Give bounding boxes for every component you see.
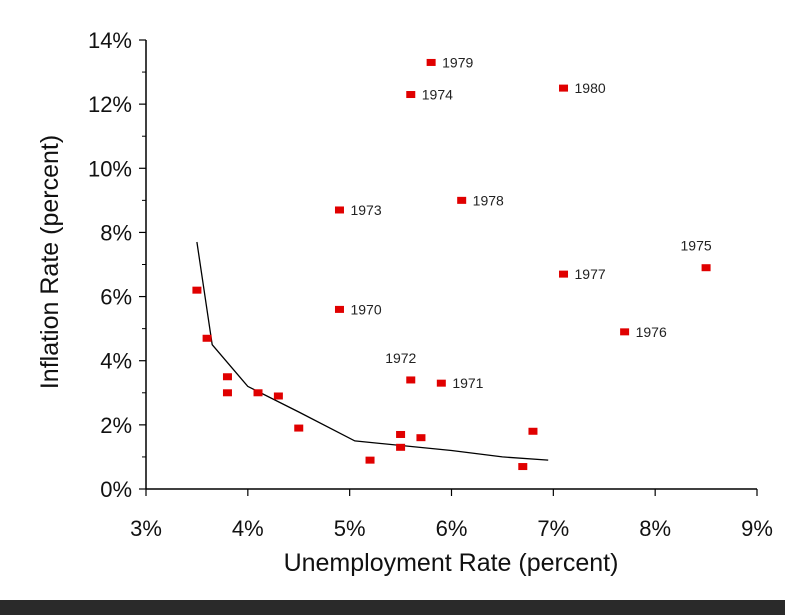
point-label-1974: 1974 [422, 87, 453, 103]
x-axis-title: Unemployment Rate (percent) [284, 549, 619, 577]
point-label-1978: 1978 [473, 192, 504, 208]
data-point [253, 389, 263, 397]
data-point-1974 [406, 91, 416, 99]
point-label-1976: 1976 [636, 324, 667, 340]
y-tick-label: 4% [100, 349, 132, 374]
point-label-1975: 1975 [681, 238, 712, 254]
data-point-1976 [620, 328, 630, 336]
data-point [222, 373, 232, 381]
y-tick-label: 14% [88, 28, 132, 53]
data-point [396, 443, 406, 451]
data-point [294, 424, 304, 432]
point-label-1973: 1973 [350, 202, 381, 218]
point-label-1980: 1980 [575, 80, 606, 96]
data-point-1979 [426, 58, 436, 66]
data-point-1975 [701, 264, 711, 272]
y-tick-label: 6% [100, 285, 132, 310]
data-point [365, 456, 375, 464]
y-tick-label: 2% [100, 413, 132, 438]
data-point-1977 [559, 270, 569, 278]
y-axis-title: Inflation Rate (percent) [36, 135, 64, 389]
x-tick-label: 9% [741, 516, 773, 541]
data-point-1978 [457, 196, 467, 204]
point-label-1977: 1977 [575, 266, 606, 282]
data-point [396, 430, 406, 438]
phillips-curve-line [196, 241, 549, 461]
phillips-curve-chart: 1970 1971 1972 1973 1974 1975 1976 1977 1978 1979… [36, 28, 773, 577]
y-tick-label: 10% [88, 156, 132, 181]
y-tick-label: 12% [88, 92, 132, 117]
data-point [518, 463, 528, 471]
x-tick-label: 3% [130, 516, 162, 541]
x-tick-label: 8% [639, 516, 671, 541]
data-point-1973 [334, 206, 344, 214]
point-label-1971: 1971 [452, 375, 483, 391]
x-tick-label: 5% [334, 516, 366, 541]
point-label-1972: 1972 [385, 350, 416, 366]
data-point [222, 389, 232, 397]
data-point-1970 [334, 305, 344, 313]
x-tick-label: 4% [232, 516, 264, 541]
data-point-1971 [436, 379, 446, 387]
data-point [192, 286, 202, 294]
data-point [273, 392, 283, 400]
data-point [416, 434, 426, 442]
point-label-1970: 1970 [350, 301, 381, 317]
data-point-1980 [559, 84, 569, 92]
y-tick-label: 8% [100, 220, 132, 245]
x-tick-label: 7% [537, 516, 569, 541]
point-label-1979: 1979 [442, 54, 473, 70]
data-point-1972 [406, 376, 416, 384]
data-point [202, 334, 212, 342]
y-tick-label: 0% [100, 477, 132, 502]
x-tick-label: 6% [436, 516, 468, 541]
bottom-bar [0, 600, 785, 615]
data-point [528, 427, 538, 435]
